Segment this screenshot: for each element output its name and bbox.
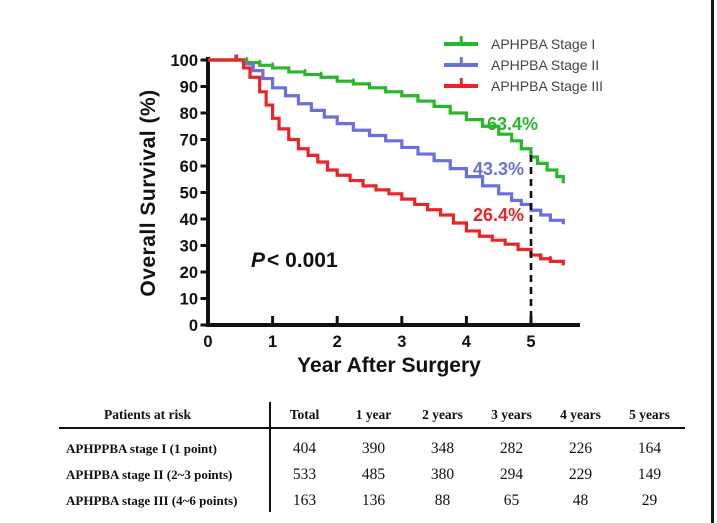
survival-rate-label-stage-iii: 26.4% <box>473 205 525 225</box>
risk-value: 226 <box>568 440 593 457</box>
y-tick-label: 80 <box>180 105 198 123</box>
risk-value: 390 <box>361 440 386 457</box>
x-tick-label: 4 <box>462 333 472 351</box>
survival-rate-label-stage-ii: 43.3% <box>473 159 525 179</box>
risk-table-corner-header: Patients at risk <box>104 407 191 422</box>
x-tick-label: 1 <box>268 333 277 351</box>
legend-label-stage-iii: APHPBA Stage III <box>491 78 604 94</box>
legend-marker-stage-iii-icon <box>444 84 478 88</box>
risk-value: 164 <box>637 440 662 457</box>
x-tick-label: 3 <box>397 333 406 351</box>
x-tick-label: 5 <box>526 333 535 351</box>
y-tick-label: 50 <box>180 185 198 203</box>
risk-table-header-rule <box>59 427 685 429</box>
risk-col-5-years: 5 years <box>629 407 670 422</box>
legend-item-stage-ii: APHPBA Stage II <box>444 57 603 73</box>
risk-row-stage-iii-label: APHPBA stage III (4~6 points) <box>66 493 238 508</box>
y-tick-label: 20 <box>180 264 198 282</box>
x-axis-title: Year After Surgery <box>297 354 481 377</box>
risk-value: 149 <box>637 466 662 483</box>
legend-label-stage-ii: APHPBA Stage II <box>491 57 600 73</box>
y-tick-label: 40 <box>180 211 198 229</box>
x-tick-label: 0 <box>203 333 212 351</box>
p-value-symbol: P <box>251 249 266 272</box>
legend-item-stage-iii: APHPBA Stage III <box>444 78 603 94</box>
y-tick-label: 90 <box>180 79 198 97</box>
risk-value: 294 <box>499 466 524 483</box>
table-row-stage-ii: APHPBA stage II (2~3 points) 533 485 380… <box>55 462 684 488</box>
frame-right-border <box>711 0 714 523</box>
risk-value: 48 <box>572 492 589 509</box>
table-row-stage-i: APHPPBA stage I (1 point) 404 390 348 28… <box>55 436 684 462</box>
risk-table-header-row: Patients at risk Total 1 year 2 years 3 … <box>55 402 684 428</box>
y-tick-label: 10 <box>180 291 198 309</box>
risk-value: 380 <box>430 466 455 483</box>
risk-row-stage-i-label: APHPPBA stage I (1 point) <box>66 441 217 456</box>
risk-table-body: APHPPBA stage I (1 point) 404 390 348 28… <box>55 428 684 514</box>
legend-item-stage-i: APHPBA Stage I <box>444 36 603 52</box>
p-value-annotation: P< 0.001 <box>251 249 338 273</box>
patients-at-risk-table: Patients at risk Total 1 year 2 years 3 … <box>55 402 684 514</box>
legend-marker-stage-ii-icon <box>444 63 478 67</box>
risk-value: 163 <box>292 492 317 509</box>
x-tick-label: 2 <box>333 333 342 351</box>
risk-row-stage-ii-label: APHPBA stage II (2~3 points) <box>66 467 233 482</box>
legend: APHPBA Stage I APHPBA Stage II APHPBA St… <box>444 36 603 94</box>
risk-value: 282 <box>499 440 524 457</box>
risk-table-vertical-divider <box>269 402 271 512</box>
risk-value: 29 <box>641 492 658 509</box>
y-axis-title: Overall Survival (%) <box>137 89 160 297</box>
legend-marker-stage-i-icon <box>444 42 478 46</box>
y-tick-label: 70 <box>180 132 198 150</box>
risk-value: 485 <box>361 466 386 483</box>
risk-value: 404 <box>292 440 317 457</box>
risk-col-4-years: 4 years <box>560 407 601 422</box>
legend-label-stage-i: APHPBA Stage I <box>491 36 596 52</box>
risk-value: 533 <box>292 466 317 483</box>
y-tick-label: 0 <box>189 317 198 335</box>
risk-col-total: Total <box>289 407 320 422</box>
y-tick-label: 30 <box>180 238 198 256</box>
risk-col-2-years: 2 years <box>422 407 463 422</box>
table-row-stage-iii: APHPBA stage III (4~6 points) 163 136 88… <box>55 488 684 514</box>
risk-value: 88 <box>434 492 451 509</box>
p-value-text: < 0.001 <box>267 249 338 272</box>
risk-value: 348 <box>430 440 455 457</box>
y-tick-label: 60 <box>180 158 198 176</box>
risk-col-1-year: 1 year <box>355 407 392 422</box>
risk-value: 65 <box>503 492 520 509</box>
risk-value: 229 <box>568 466 593 483</box>
risk-value: 136 <box>361 492 386 509</box>
y-tick-label: 100 <box>170 52 198 70</box>
risk-col-3-years: 3 years <box>491 407 532 422</box>
survival-rate-label-stage-i: 63.4% <box>487 114 539 134</box>
